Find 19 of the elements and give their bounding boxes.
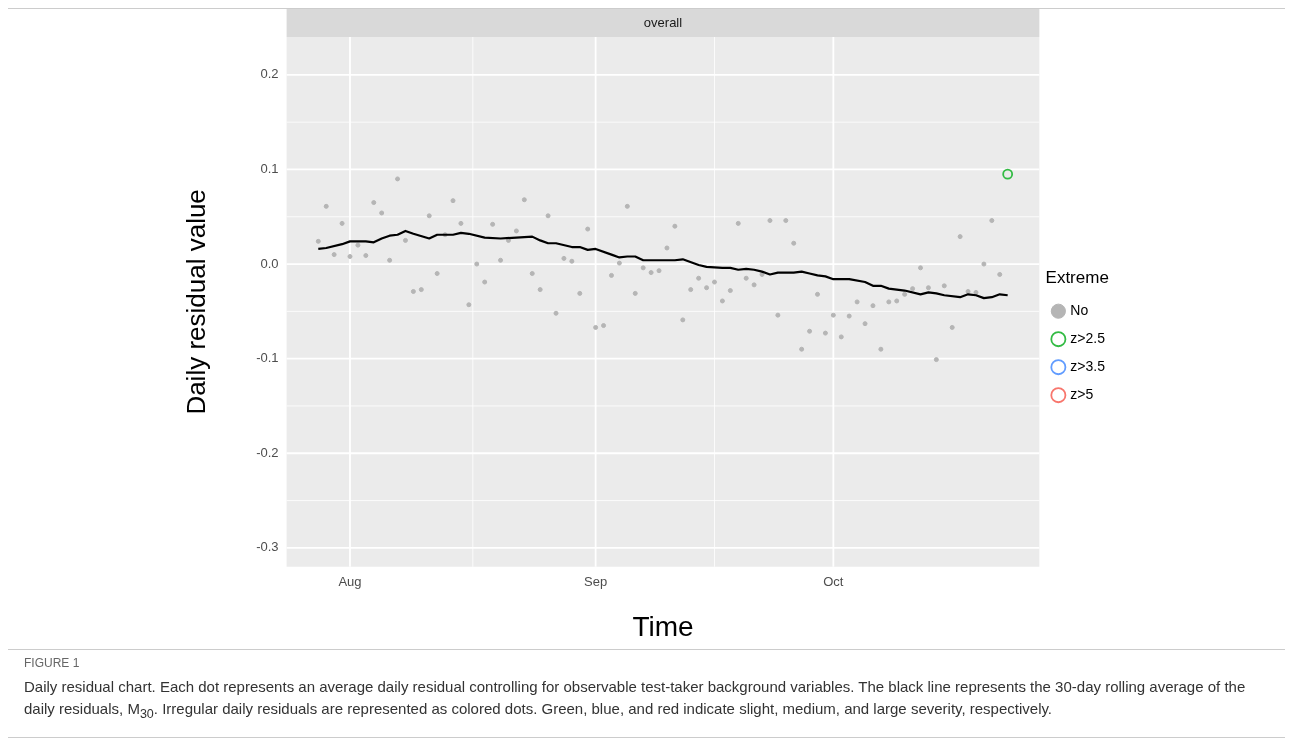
x-tick-label: Oct: [823, 574, 844, 590]
x-tick-label: Aug: [338, 574, 362, 590]
chart-title: overall: [643, 14, 683, 30]
y-tick-label: 0.0: [260, 255, 279, 271]
text: Daily residual chart. Each dot represents an average daily residual controlling for observable test-taker background variables. The black line represents the 30-day rolling average of the daily residuals, M$_{30}$. Irregular daily residuals are represented as colored dots. Green, blue, and red indicate slight, medium, and large severity, respectively.: [24, 677, 1247, 723]
y-tick-label: -0.3: [256, 539, 279, 555]
legend-label: z>5: [1070, 386, 1094, 403]
legend-label: z>3.5: [1070, 358, 1106, 375]
legend-title: Extreme: [1045, 267, 1109, 287]
x-axis-title: Time: [632, 610, 694, 642]
x-tick-label: Sep: [584, 574, 608, 590]
caption: FIGURE 1: [24, 656, 81, 670]
y-tick-label: 0.1: [260, 161, 279, 177]
y-tick-label: 0.2: [260, 66, 279, 82]
legend-label: No: [1070, 302, 1089, 319]
y-axis-title: Daily residual value: [180, 189, 211, 415]
legend-label: z>2.5: [1070, 330, 1106, 347]
y-tick-label: -0.1: [256, 350, 279, 366]
y-tick-label: -0.2: [256, 444, 279, 460]
